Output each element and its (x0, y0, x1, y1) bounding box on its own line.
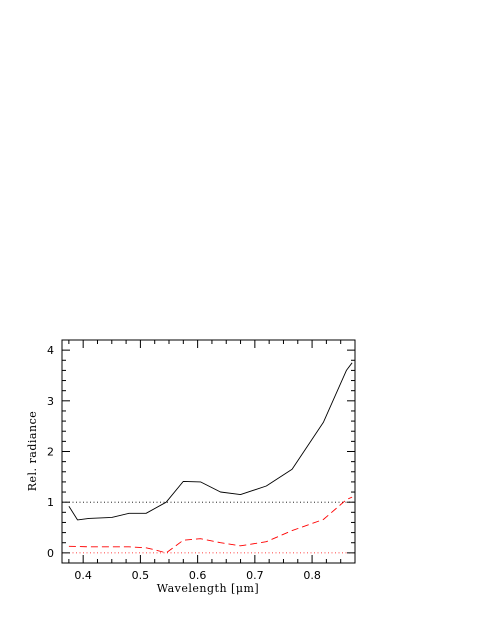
x-tick-label: 0.5 (132, 569, 150, 582)
y-tick-label: 4 (47, 344, 54, 357)
y-tick-label: 1 (47, 496, 54, 509)
plot-frame (61, 339, 356, 564)
x-tick-label: 0.7 (246, 569, 264, 582)
y-axis-label: Rel. radiance (26, 411, 39, 492)
y-tick-label: 2 (47, 446, 54, 459)
x-axis-label: Wavelength [μm] (157, 582, 259, 595)
x-tick-label: 0.4 (74, 569, 92, 582)
series-line-1 (68, 496, 353, 554)
x-tick-label: 0.6 (189, 569, 207, 582)
y-tick-label: 3 (47, 395, 54, 408)
x-tick-label: 0.8 (303, 569, 321, 582)
y-tick-label: 0 (47, 547, 54, 560)
series-line-0 (68, 362, 353, 521)
